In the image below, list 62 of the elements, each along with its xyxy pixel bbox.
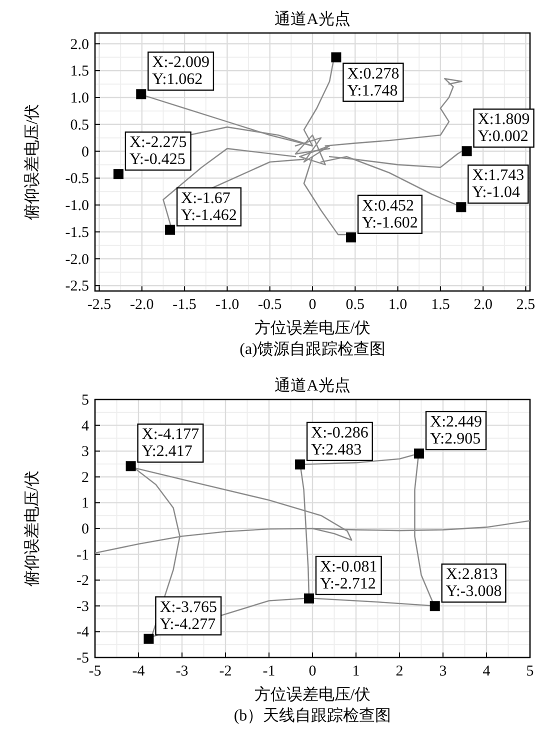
x-tick-label: 2.5 bbox=[516, 297, 536, 313]
annotation: X:-4.177 Y:2.417 bbox=[142, 426, 200, 460]
x-tick-label: 1 bbox=[352, 664, 360, 680]
x-tick-label: -0.5 bbox=[258, 297, 282, 313]
x-tick-label: 1.0 bbox=[388, 297, 408, 313]
x-tick-label: 3 bbox=[439, 664, 447, 680]
annotation: X:-3.765 Y:-4.277 bbox=[160, 598, 218, 633]
annotation: X:-2.275 Y:-0.425 bbox=[129, 134, 187, 168]
annotation: X:0.452 Y:-1.602 bbox=[362, 197, 418, 232]
y-tick-label: -3 bbox=[76, 598, 89, 615]
x-tick-label: 0 bbox=[308, 664, 316, 680]
x-tick-label: -4 bbox=[132, 664, 146, 680]
x-axis-title: 方位误差电压/伏 bbox=[254, 686, 371, 704]
x-tick-label: 0 bbox=[308, 297, 316, 313]
y-tick-label: 1 bbox=[82, 496, 89, 512]
annotation: X:2.813 Y:-3.008 bbox=[446, 566, 502, 600]
annotation: X:-1.67 Y:-1.462 bbox=[181, 190, 237, 224]
x-tick-label: -2 bbox=[219, 664, 232, 680]
y-tick-label: 4 bbox=[82, 418, 90, 434]
y-tick-label: 1.5 bbox=[70, 64, 89, 80]
x-tick-label: 2 bbox=[396, 664, 404, 680]
y-tick-label: 0 bbox=[82, 144, 89, 160]
y-axis-title: 俯仰误差电压/伏 bbox=[23, 470, 41, 587]
chart-title: 通道A光点 bbox=[274, 10, 350, 28]
x-tick-label: 4 bbox=[482, 664, 491, 680]
y-tick-label: 2.0 bbox=[70, 36, 89, 53]
chart-title: 通道A光点 bbox=[274, 376, 350, 394]
y-axis-title: 俯仰误差电压/伏 bbox=[23, 104, 41, 220]
y-tick-label: -2.0 bbox=[65, 252, 89, 268]
text: (b）天线自跟踪检查图 bbox=[234, 706, 392, 724]
annotation: X:2.449 Y:2.905 bbox=[430, 414, 482, 448]
y-tick-label: -4 bbox=[76, 624, 90, 641]
x-tick-label: 2.0 bbox=[474, 297, 492, 313]
x-tick-label: -1.5 bbox=[172, 297, 196, 313]
y-tick-label: 0 bbox=[82, 522, 89, 538]
y-tick-label: -1 bbox=[76, 547, 89, 564]
x-tick-label: -1.0 bbox=[215, 297, 240, 313]
annotation: X:-0.286 Y:2.483 bbox=[311, 424, 368, 458]
y-tick-label: -2.5 bbox=[65, 278, 89, 295]
text: (a)馈源自跟踪检查图 bbox=[240, 340, 386, 358]
y-tick-label: -1.5 bbox=[65, 224, 89, 241]
y-tick-label: 2 bbox=[82, 470, 89, 486]
x-tick-label: 0.5 bbox=[346, 297, 365, 313]
annotation: X:0.278 Y:1.748 bbox=[347, 65, 400, 100]
y-tick-label: 0.5 bbox=[70, 117, 89, 134]
y-tick-label: 1.0 bbox=[70, 90, 89, 106]
annotation: X:-2.009 Y:1.062 bbox=[152, 54, 210, 88]
x-axis-title: 方位误差电压/伏 bbox=[254, 319, 371, 337]
annotation: X:1.743 Y:-1.04 bbox=[472, 167, 524, 202]
x-tick-label: 5 bbox=[526, 664, 534, 680]
x-tick-label: -3 bbox=[176, 664, 188, 680]
y-tick-label: 5 bbox=[82, 392, 89, 408]
y-tick-label: -1.0 bbox=[65, 198, 89, 214]
y-tick-label: -5 bbox=[76, 650, 89, 666]
annotation: X:-0.081 Y:-2.712 bbox=[320, 558, 378, 592]
y-tick-label: -0.5 bbox=[65, 171, 89, 188]
annotation: X:1.809 Y:0.002 bbox=[478, 111, 530, 146]
y-tick-label: 3 bbox=[82, 444, 89, 460]
x-tick-label: 1.5 bbox=[431, 297, 450, 313]
x-tick-label: -2.0 bbox=[130, 297, 154, 313]
y-tick-label: -2 bbox=[76, 573, 89, 590]
x-tick-label: -1 bbox=[262, 664, 276, 680]
